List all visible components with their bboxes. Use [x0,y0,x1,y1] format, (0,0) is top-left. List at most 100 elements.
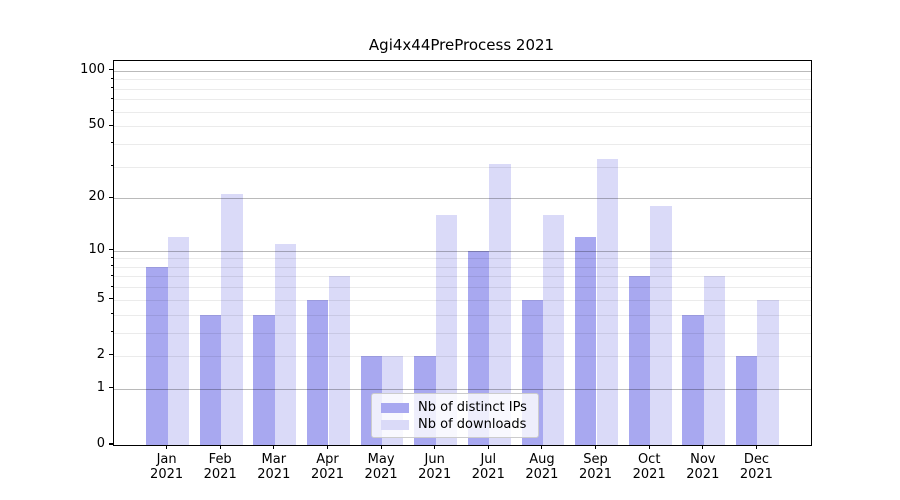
x-tick-label: May 2021 [336,452,426,482]
y-minor-tick [110,142,113,144]
plot-area [113,60,812,446]
bar-distinct-ips [307,299,329,445]
gridline [114,250,811,252]
y-tick-label: 1 [96,379,105,395]
legend-label: Nb of downloads [418,417,527,432]
gridline [114,143,811,145]
bar-downloads [274,243,297,445]
bar-distinct-ips [199,314,222,445]
x-tick [380,445,382,449]
y-tick-label: 50 [88,117,105,133]
year-label: 2021 [310,467,345,482]
y-minor-tick [110,87,113,89]
y-tick [108,298,113,300]
bar-downloads [542,215,565,445]
x-tick-label: Jul 2021 [443,452,533,482]
year-label: 2021 [632,467,666,482]
bar-downloads [703,276,726,445]
y-minor-tick [110,285,113,287]
month-label: Mar [261,452,287,467]
y-minor-tick [110,97,113,99]
y-tick [108,387,113,389]
legend-entry: Nb of distinct IPs [381,399,529,416]
bar-downloads [328,276,350,445]
y-tick [108,249,113,251]
x-tick-label: Dec 2021 [711,452,801,482]
y-tick-label: 100 [80,61,105,77]
month-label: Feb [208,452,232,467]
y-tick [108,196,113,198]
month-label: Jul [480,452,497,467]
x-tick [434,445,436,449]
year-label: 2021 [578,467,613,482]
y-tick-label: 5 [96,290,105,306]
bar-downloads [757,299,779,445]
year-label: 2021 [739,467,773,482]
x-tick [219,445,221,449]
gridline [114,111,811,113]
month-label: Oct [637,452,661,467]
gridline [114,88,811,90]
bar-distinct-ips [253,314,275,445]
x-tick-label: Aug 2021 [497,452,587,482]
x-tick-label: Mar 2021 [229,452,319,482]
x-tick [166,445,168,449]
x-tick-label: Nov 2021 [658,452,748,482]
bar-downloads [650,206,672,445]
y-tick [108,354,113,356]
x-tick-label: Sep 2021 [551,452,641,482]
y-minor-tick [110,110,113,112]
year-label: 2021 [525,467,559,482]
year-label: 2021 [686,467,720,482]
month-label: Sep [583,452,608,467]
bar-distinct-ips [146,266,168,445]
bar-distinct-ips [628,276,651,445]
year-label: 2021 [418,467,452,482]
legend-swatch-distinct-ips [381,402,409,413]
year-label: 2021 [471,467,505,482]
gridline [114,198,811,200]
year-label: 2021 [364,467,398,482]
gridline [114,79,811,81]
y-minor-tick [110,77,113,79]
bar-downloads [167,237,189,445]
y-minor-tick [110,256,113,258]
y-minor-tick [110,331,113,333]
chart-title: Agi4x44PreProcess 2021 [368,36,555,54]
x-tick [755,445,757,449]
bar-distinct-ips [735,355,758,445]
x-tick [487,445,489,449]
x-tick [273,445,275,449]
month-label: Nov [690,452,716,467]
x-tick-label: Jan 2021 [122,452,212,482]
legend-swatch-downloads [381,419,409,430]
gridline [114,70,811,72]
month-label: Apr [316,452,339,467]
y-tick-label: 0 [96,436,105,451]
x-tick [648,445,650,449]
x-tick [702,445,704,449]
y-minor-tick [110,274,113,276]
gridline [114,166,811,168]
month-label: Aug [529,452,555,467]
y-tick-label: 10 [88,241,105,257]
y-tick [108,124,113,126]
year-label: 2021 [203,467,237,482]
x-tick [594,445,597,449]
bar-downloads [221,194,243,445]
y-tick [108,69,113,71]
gridline [114,126,811,128]
bar-downloads [489,164,511,445]
bar-downloads [596,159,618,445]
x-tick-label: Feb 2021 [175,452,265,482]
x-tick [541,445,543,449]
year-label: 2021 [150,467,184,482]
gridline [114,99,811,101]
bar-distinct-ips [575,237,597,445]
x-tick-label: Oct 2021 [604,452,694,482]
bar-distinct-ips [682,314,704,445]
month-label: Jun [424,452,445,467]
x-tick [326,445,329,449]
legend: Nb of distinct IPs Nb of downloads [371,393,539,438]
